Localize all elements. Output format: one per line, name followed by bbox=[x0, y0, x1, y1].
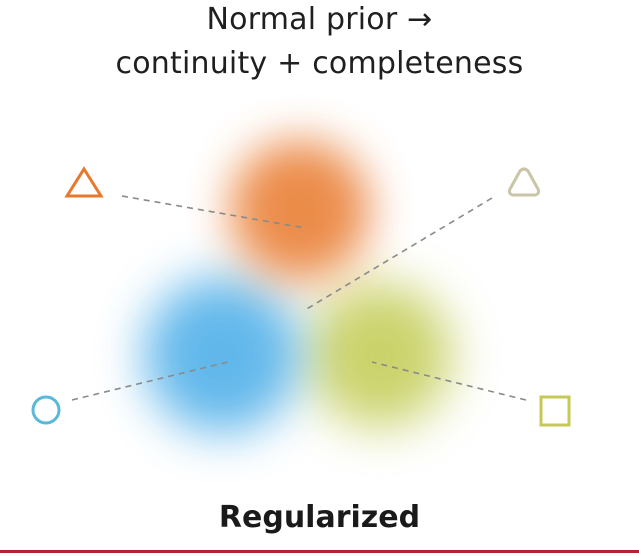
connector-triangle bbox=[121, 195, 306, 229]
caption-regularized: Regularized bbox=[218, 500, 421, 535]
orange-blob bbox=[230, 140, 370, 280]
connector-circle bbox=[71, 361, 229, 401]
connector-rounded-triangle bbox=[304, 197, 493, 311]
bottom-rule bbox=[0, 550, 639, 553]
triangle-icon bbox=[64, 166, 104, 198]
square-icon bbox=[539, 395, 571, 427]
blue-blob bbox=[144, 277, 300, 433]
green-blob bbox=[308, 283, 452, 427]
rounded-triangle-icon bbox=[507, 167, 541, 197]
circle-icon bbox=[31, 395, 61, 425]
connector-square bbox=[371, 361, 527, 401]
title-line-1: Normal prior → bbox=[206, 2, 433, 37]
title-line-2: continuity + completeness bbox=[115, 46, 524, 81]
